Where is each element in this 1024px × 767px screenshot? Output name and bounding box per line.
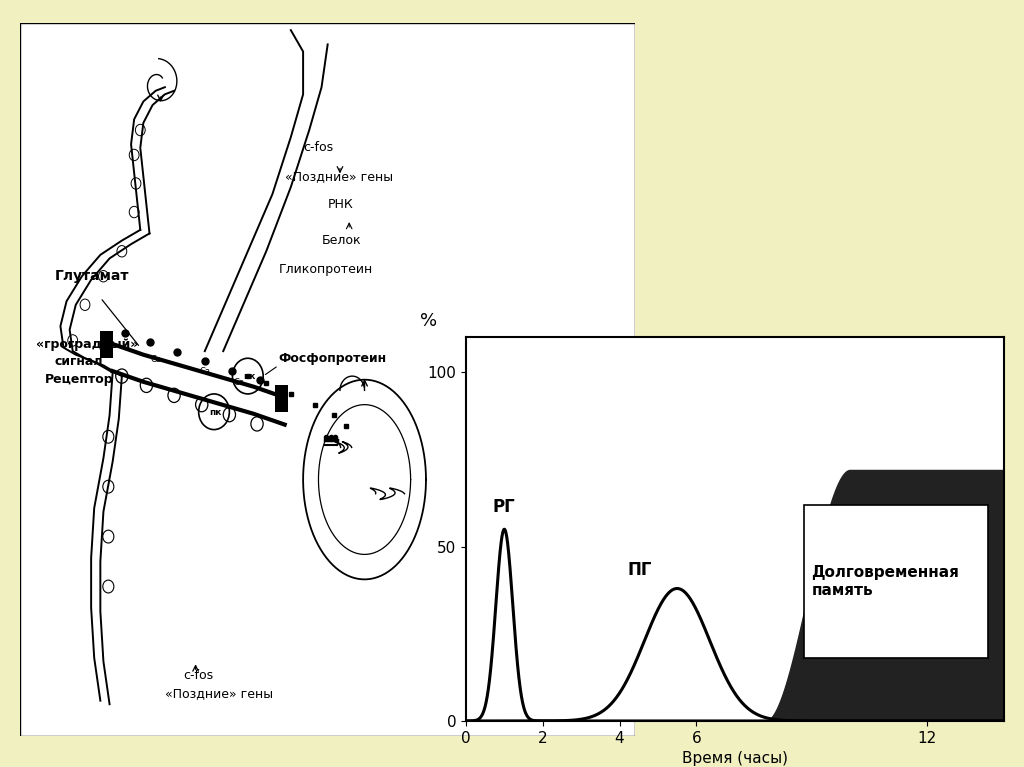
Text: сигнал: сигнал bbox=[54, 355, 102, 368]
Text: Гликопротеин: Гликопротеин bbox=[279, 262, 373, 275]
Text: РГ: РГ bbox=[493, 498, 515, 515]
Text: пк: пк bbox=[210, 407, 222, 416]
Y-axis label: %: % bbox=[420, 312, 437, 330]
Text: РНК: РНК bbox=[328, 199, 353, 212]
Text: Белок: Белок bbox=[322, 234, 361, 247]
FancyBboxPatch shape bbox=[20, 23, 635, 736]
Text: «гроградный»: «гроградный» bbox=[36, 337, 138, 351]
Text: Ca: Ca bbox=[151, 355, 161, 364]
Text: ПГ: ПГ bbox=[627, 561, 651, 578]
Text: c-fos: c-fos bbox=[183, 670, 213, 683]
Text: Ca: Ca bbox=[233, 378, 244, 387]
Text: Ca: Ca bbox=[200, 367, 210, 376]
X-axis label: Время (часы): Время (часы) bbox=[682, 751, 787, 766]
Text: пк: пк bbox=[244, 372, 256, 381]
Text: Фосфопротеин: Фосфопротеин bbox=[279, 352, 387, 365]
Bar bbox=[275, 385, 288, 412]
Text: «Поздние» гены: «Поздние» гены bbox=[165, 687, 273, 700]
Text: Глутамат: Глутамат bbox=[54, 268, 129, 283]
Text: c-fos: c-fos bbox=[303, 141, 333, 154]
Bar bbox=[100, 331, 113, 358]
Text: Долговременная
память: Долговременная память bbox=[811, 565, 959, 597]
Text: Рецептор: Рецептор bbox=[45, 374, 114, 387]
FancyBboxPatch shape bbox=[804, 505, 988, 658]
Text: «Поздние» гены: «Поздние» гены bbox=[285, 170, 393, 183]
